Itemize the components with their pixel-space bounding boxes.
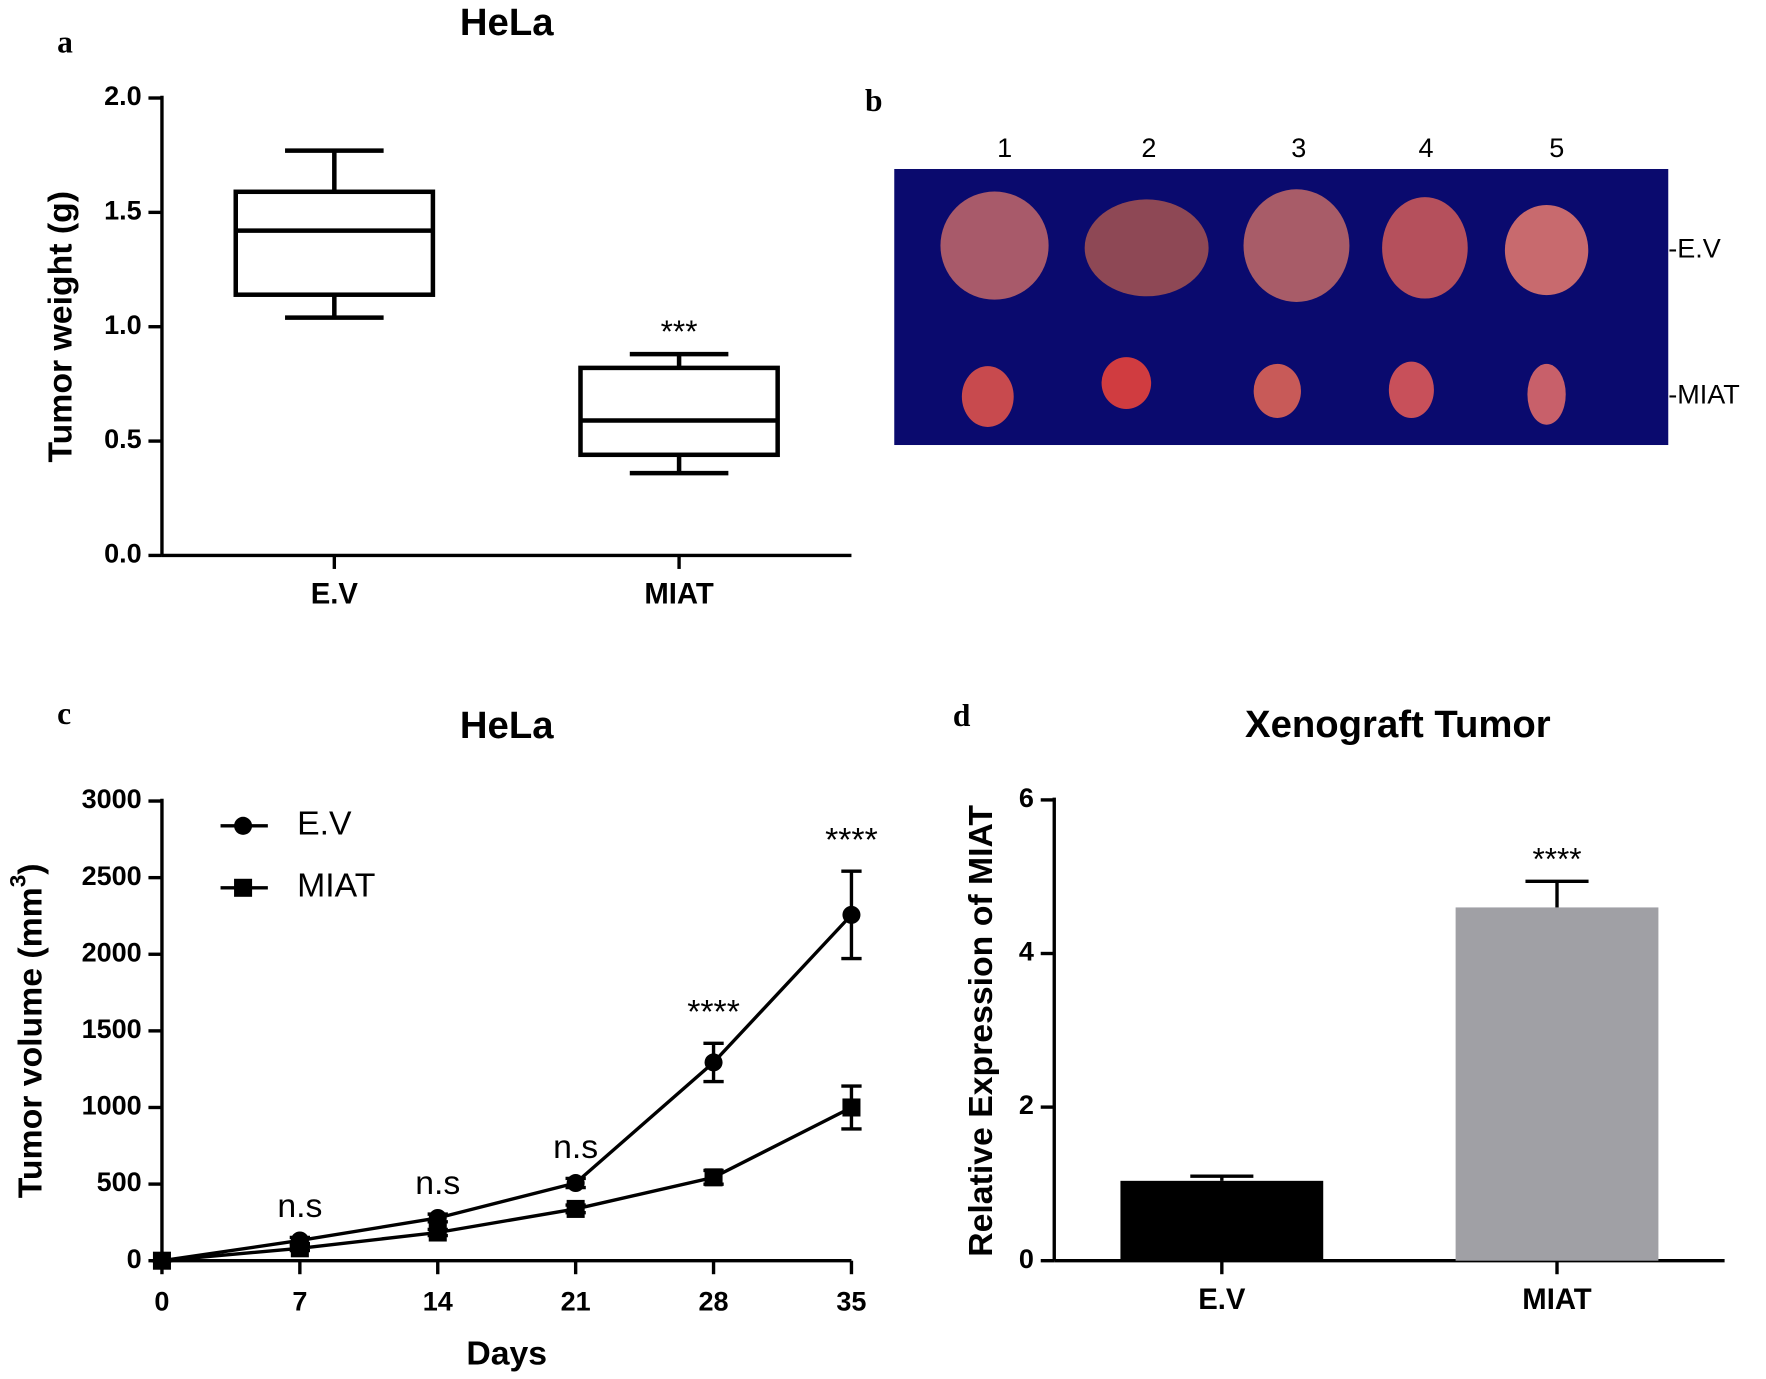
chart-title: HeLa (460, 704, 554, 747)
y-axis-label-part: 3 (6, 875, 31, 888)
tumor (940, 191, 1049, 300)
marker (152, 1251, 171, 1270)
legend-marker (234, 816, 253, 835)
tumor (961, 366, 1014, 427)
annotation: n.s (415, 1164, 460, 1202)
chart-a: a HeLa Tumor weight (g) 0.0 0.5 1.0 1.5 2.0 E.V M… (42, 1, 852, 611)
tumor (1388, 361, 1434, 418)
y-tick-label: 4 (1019, 937, 1034, 967)
y-tick-label: 2000 (82, 937, 142, 967)
marker (566, 1174, 585, 1193)
tumor (1382, 197, 1468, 299)
chart-c: c HeLa Tumor volume (mm3) 0 500 1000 1500 2000 2… (6, 696, 878, 1372)
tumor (1101, 357, 1152, 409)
tumor (1527, 363, 1566, 425)
y-axis-label: Relative Expression of MIAT (962, 805, 1000, 1257)
panel-label: d (953, 698, 971, 733)
annotation: **** (825, 821, 878, 859)
photo-panel (894, 168, 1669, 446)
y-tick-label: 0 (1019, 1244, 1034, 1274)
row-label: -MIAT (1668, 380, 1740, 410)
y-tick-label: 2.0 (104, 81, 142, 111)
x-tick-label: MIAT (1522, 1283, 1591, 1316)
chart-title: HeLa (460, 1, 554, 44)
y-tick-label: 0.5 (104, 424, 142, 454)
column-label: 4 (1419, 133, 1434, 163)
tumor (1084, 199, 1209, 297)
y-axis-label: Tumor weight (g) (42, 191, 80, 462)
bar (1120, 1180, 1324, 1261)
marker (842, 1098, 861, 1117)
y-tick-label: 0.0 (104, 539, 142, 569)
series-line (161, 1105, 853, 1263)
tumor (1504, 205, 1589, 296)
tumor (1243, 189, 1350, 302)
x-axis-label: Days (466, 1334, 547, 1372)
tumors-miat (961, 357, 1566, 427)
panel-label: c (57, 696, 71, 731)
tumor (1253, 363, 1301, 418)
column-label: 1 (997, 133, 1012, 163)
row-label: -E.V (1668, 233, 1721, 263)
annotation: n.s (277, 1187, 322, 1225)
y-tick-label: 3000 (82, 784, 142, 814)
marker (290, 1239, 309, 1258)
x-tick-label: 21 (561, 1287, 591, 1317)
column-label: 2 (1141, 133, 1156, 163)
y-tick-label: 1.0 (104, 310, 142, 340)
chart-d: d Xenograft Tumor Relative Expression of M… (953, 698, 1725, 1316)
panel-label: a (57, 24, 73, 59)
legend-marker (234, 878, 253, 897)
annotation: *** (661, 313, 698, 349)
annotation: n.s (553, 1128, 598, 1166)
x-tick-label: E.V (1198, 1283, 1246, 1316)
y-tick-label: 1000 (82, 1091, 142, 1121)
series-line (161, 913, 853, 1263)
marker (428, 1208, 447, 1227)
x-tick-label: 14 (423, 1287, 453, 1317)
annotation: **** (687, 993, 740, 1031)
y-axis-label: Tumor volume (mm3) (6, 864, 49, 1199)
y-tick-label: 1.5 (104, 196, 142, 226)
tumors-ev (940, 189, 1589, 302)
box (233, 189, 436, 297)
y-tick-label: 2 (1019, 1090, 1034, 1120)
box (578, 365, 780, 458)
x-tick-label: 7 (292, 1287, 307, 1317)
y-axis-label-part: ) (11, 864, 49, 875)
annotation: **** (1532, 840, 1581, 876)
y-axis-label-part: Tumor volume (mm (11, 887, 49, 1198)
column-label: 5 (1549, 133, 1564, 163)
x-tick-label: 0 (154, 1287, 169, 1317)
marker (428, 1223, 447, 1242)
chart-title: Xenograft Tumor (1245, 703, 1551, 746)
marker (704, 1053, 723, 1072)
marker (566, 1199, 585, 1218)
x-tick-label: MIAT (644, 578, 713, 611)
bar (1455, 907, 1659, 1261)
marker (842, 905, 861, 924)
marker (704, 1168, 723, 1187)
column-label: 3 (1291, 133, 1306, 163)
panel-label: b (865, 83, 883, 118)
legend-label: MIAT (297, 867, 375, 905)
y-tick-label: 500 (97, 1167, 142, 1197)
legend-label: E.V (297, 805, 352, 843)
x-tick-label: 28 (699, 1287, 729, 1317)
x-tick-label: E.V (311, 578, 359, 611)
y-tick-label: 6 (1019, 783, 1034, 813)
y-tick-label: 2500 (82, 861, 142, 891)
y-tick-label: 1500 (82, 1014, 142, 1044)
x-tick-label: 35 (836, 1287, 866, 1317)
y-tick-label: 0 (127, 1244, 142, 1274)
